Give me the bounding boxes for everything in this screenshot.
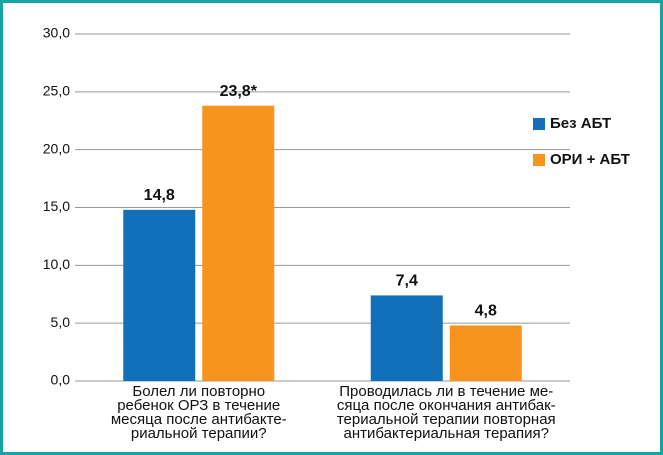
bar (202, 105, 275, 382)
legend-swatch (533, 154, 545, 166)
y-tick-label: 25,0 (43, 83, 70, 99)
value-label: 14,8 (144, 187, 175, 204)
y-tick-label: 30,0 (43, 25, 70, 41)
value-label: 4,8 (475, 303, 497, 320)
legend-swatch (533, 118, 545, 130)
legend-label: Без АБТ (550, 115, 611, 132)
legend-label: ОРИ + АБТ (550, 151, 630, 168)
value-label: 23,8* (220, 83, 258, 100)
y-tick-label: 15,0 (43, 198, 70, 214)
bar (370, 295, 443, 381)
y-tick-label: 5,0 (51, 314, 71, 330)
y-tick-label: 20,0 (43, 140, 70, 156)
y-tick-label: 0,0 (51, 372, 71, 388)
bar (449, 325, 522, 381)
x-tick-label: Болел ли повторно ребенок ОРЗ в течение ме… (111, 383, 287, 442)
bar (123, 209, 196, 381)
y-tick-label: 10,0 (43, 256, 70, 272)
value-label: 7,4 (396, 273, 418, 290)
x-tick-label: Проводилась ли в течение ме-сяца после о… (337, 383, 556, 442)
